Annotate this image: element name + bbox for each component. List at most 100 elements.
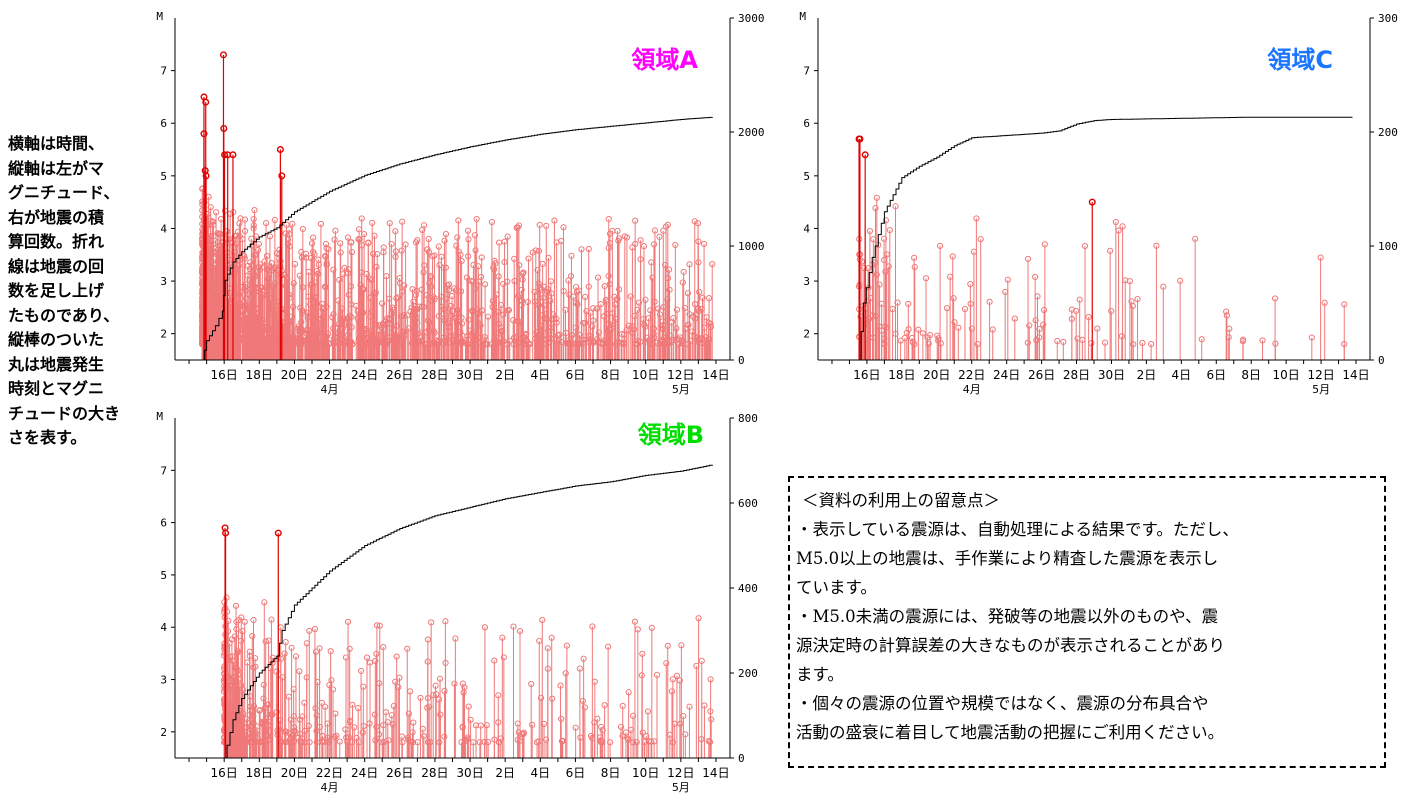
event-marker [344,331,351,339]
event-marker [454,307,461,314]
event-marker [1032,317,1039,324]
event-marker [435,243,442,250]
event-marker [438,253,445,260]
event-marker [709,261,716,268]
event-marker [405,325,412,332]
event-marker [557,682,564,689]
event-marker [285,693,292,700]
event-marker [371,711,378,718]
description-line: 算回数。折れ [8,232,105,251]
event-marker [369,219,376,227]
event-marker [1153,242,1160,249]
event-marker [967,281,974,288]
chart-c: 2 3 4 5 6 7 M 0 100 200 300 16日 18日 20日 22日 24日 26日 28日 30… [799,10,1398,396]
event-marker [1032,273,1039,281]
event-marker [863,298,871,305]
x-tick-label: 20日 [281,368,308,382]
event-marker [1118,333,1125,340]
event-marker [558,339,566,346]
event-marker [1126,278,1133,285]
event-marker [337,249,344,256]
event-marker [678,642,685,649]
event-marker [233,625,240,633]
event-marker [500,280,507,288]
event-marker [673,672,681,679]
event-marker [881,256,888,264]
x-tick-label: 18日 [246,766,273,780]
chart-a: 2 3 4 5 6 7 M 0 1000 2000 3000 16日 18日 20日 22日 24日 26日 28… [156,10,764,396]
event-marker [558,738,566,745]
usage-note-line: ています。 [796,578,877,597]
event-marker [401,331,408,338]
event-marker [283,221,290,228]
event-marker [643,733,650,740]
event-marker [452,635,459,642]
x-tick-label: 10日 [632,766,659,780]
event-marker [662,223,670,230]
event-marker [639,729,646,736]
event-marker [390,702,397,710]
event-marker [1259,337,1266,344]
event-marker [911,254,918,261]
event-marker [615,237,622,244]
event-marker [977,236,984,243]
event-marker [476,739,483,746]
y-axis-label: M [156,410,163,423]
y-tick-label: 7 [160,464,167,477]
event-marker [894,299,901,306]
description-line: 丸は地震発生 [8,354,105,374]
event-marker [974,341,981,348]
event-marker [335,321,342,328]
x-tick-label: 16日 [853,368,880,382]
event-marker [1272,340,1279,347]
event-marker [651,227,659,234]
event-marker [641,321,648,328]
event-marker [261,705,269,712]
event-marker [644,708,652,715]
event-marker [663,660,670,667]
event-marker [669,676,676,683]
event-marker [323,261,330,269]
event-marker [214,239,221,246]
event-marker [516,627,524,635]
event-marker [589,623,596,630]
event-marker [472,247,479,254]
event-marker [949,253,956,260]
event-marker [386,320,393,327]
event-marker [617,723,625,731]
event-marker [518,286,525,294]
event-marker [1147,340,1155,348]
small-events [199,185,716,360]
event-marker [686,703,693,710]
event-marker [568,252,575,259]
event-marker [404,312,411,319]
event-marker [424,246,431,253]
x-tick-label: 14日 [1342,368,1369,382]
event-marker [474,311,481,318]
usage-note-line: 活動の盛衰に着目して地震活動の把握にご利用ください。 [796,723,1225,742]
y-tick-label: 3 [160,275,167,288]
event-marker [924,334,931,341]
y-tick-label: 6 [160,517,167,530]
x-tick-label: 12日 [1307,368,1334,382]
event-marker [911,263,918,271]
event-marker [363,654,371,661]
event-marker [261,258,268,265]
event-marker [237,637,245,644]
event-marker [664,642,671,649]
event-marker [214,301,221,309]
event-marker [1101,339,1109,346]
event-marker [668,688,676,695]
event-marker [284,240,291,248]
event-marker [684,290,691,297]
event-marker [562,340,570,347]
event-marker [656,311,664,318]
event-marker [587,732,595,740]
event-marker [347,239,355,246]
event-marker [327,648,334,655]
x-tick-label: 14日 [702,766,729,780]
event-marker [222,529,230,537]
event-marker [372,737,379,744]
event-marker [1040,321,1047,328]
